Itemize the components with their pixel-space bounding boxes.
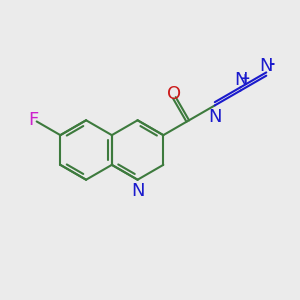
Text: F: F <box>28 110 38 128</box>
Text: N: N <box>234 71 247 89</box>
Text: -: - <box>268 56 275 71</box>
Text: O: O <box>167 85 181 103</box>
Text: N: N <box>260 56 273 74</box>
Text: +: + <box>240 72 250 85</box>
Text: N: N <box>131 182 144 200</box>
Text: N: N <box>208 108 221 126</box>
